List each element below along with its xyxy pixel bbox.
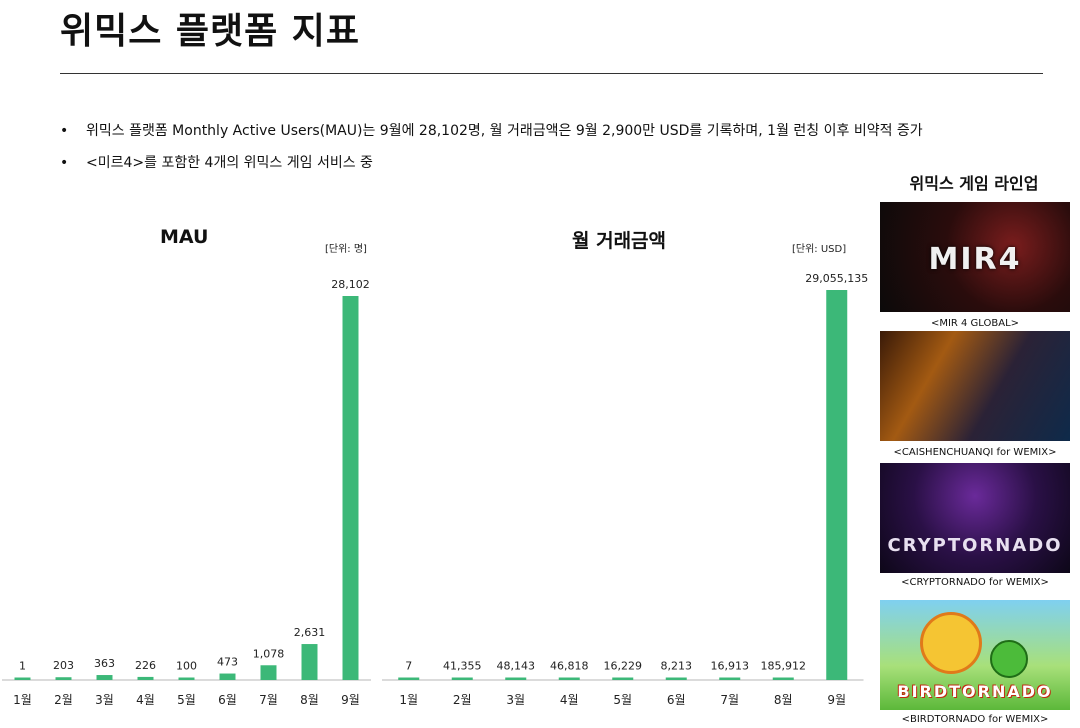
- bar-6월: [219, 673, 236, 680]
- bar-3월: [505, 677, 527, 680]
- mau-unit-label: [단위: 명]: [325, 244, 367, 255]
- data-label: 8,213: [661, 660, 693, 673]
- mir4-banner-icon: MIR4: [880, 202, 1070, 312]
- bullet-item: <미르4>를 포함한 4개의 위믹스 게임 서비스 중: [60, 152, 923, 184]
- category-label: 7월: [720, 693, 739, 707]
- birdtornado-logo: BIRDTORNADO: [897, 682, 1053, 701]
- birdtornado-caption: <BIRDTORNADO for WEMIX>: [901, 714, 1049, 725]
- data-label: 7: [405, 660, 412, 673]
- category-label: 6월: [218, 693, 237, 707]
- bar-8월: [772, 677, 794, 680]
- cryptornado-logo: CRYPTORNADO: [887, 535, 1063, 556]
- category-label: 3월: [506, 693, 525, 707]
- transaction-chart-title: 월 거래금액: [572, 230, 667, 252]
- category-label: 7월: [259, 693, 278, 707]
- data-label: 1: [19, 660, 26, 673]
- category-label: 8월: [300, 693, 319, 707]
- data-label: 48,143: [497, 660, 536, 673]
- category-label: 4월: [560, 693, 579, 707]
- data-label: 29,055,135: [805, 272, 868, 285]
- category-label: 2월: [453, 693, 472, 707]
- category-label: 6월: [667, 693, 686, 707]
- bar-1월: [14, 677, 31, 680]
- bar-3월: [96, 675, 113, 680]
- data-label: 100: [176, 660, 197, 673]
- data-label: 46,818: [550, 660, 589, 673]
- bar-6월: [665, 677, 687, 680]
- bar-4월: [558, 677, 580, 680]
- category-label: 5월: [177, 693, 196, 707]
- transaction-bar-chart: 7 1월 41,355 2월 48,143 3월 46,818 4월 16,229 5월 8,213…: [382, 272, 868, 707]
- category-label: 9월: [827, 693, 846, 707]
- bar-1월: [398, 677, 420, 680]
- green-bird-icon: [990, 640, 1028, 678]
- category-label: 3월: [95, 693, 114, 707]
- summary-bullets: 위믹스 플랫폼 Monthly Active Users(MAU)는 9월에 2…: [60, 120, 923, 184]
- data-label: 1,078: [253, 647, 285, 660]
- birdtornado-banner-icon: BIRDTORNADO: [880, 600, 1070, 710]
- bar-5월: [178, 677, 195, 680]
- mir4-caption: <MIR 4 GLOBAL>: [930, 318, 1020, 329]
- cryptornado-banner-icon: CRYPTORNADO: [880, 463, 1070, 573]
- data-label: 2,631: [294, 626, 326, 639]
- bar-8월: [301, 644, 318, 680]
- cryptornado-caption: <CRYPTORNADO for WEMIX>: [901, 577, 1049, 588]
- data-label: 363: [94, 657, 115, 670]
- lineup-title: 위믹스 게임 라인업: [909, 174, 1039, 193]
- bar-9월: [826, 290, 848, 680]
- data-label: 185,912: [761, 660, 807, 673]
- category-label: 8월: [774, 693, 793, 707]
- mau-chart-title: MAU: [160, 226, 209, 248]
- caishenchuanqi-banner-icon: [880, 331, 1070, 441]
- title-divider: [60, 73, 1043, 74]
- data-label: 28,102: [331, 278, 370, 291]
- category-label: 1월: [399, 693, 418, 707]
- bullet-item: 위믹스 플랫폼 Monthly Active Users(MAU)는 9월에 2…: [60, 120, 923, 152]
- data-label: 473: [217, 656, 238, 669]
- mir4-logo: MIR4: [928, 242, 1022, 277]
- bird-character-icon: [920, 612, 982, 674]
- data-label: 41,355: [443, 660, 482, 673]
- data-label: 16,229: [604, 660, 643, 673]
- page-title: 위믹스 플랫폼 지표: [60, 11, 361, 52]
- data-label: 226: [135, 659, 156, 672]
- bar-2월: [451, 677, 473, 680]
- category-label: 4월: [136, 693, 155, 707]
- category-label: 1월: [13, 693, 32, 707]
- bar-9월: [342, 296, 359, 680]
- category-label: 2월: [54, 693, 73, 707]
- bar-7월: [260, 665, 277, 680]
- bar-2월: [55, 677, 72, 680]
- transaction-unit-label: [단위: USD]: [792, 244, 847, 255]
- category-label: 9월: [341, 693, 360, 707]
- bar-7월: [719, 677, 741, 680]
- data-label: 16,913: [711, 660, 750, 673]
- bar-4월: [137, 676, 154, 680]
- caishenchuanqi-caption: <CAISHENCHUANQI for WEMIX>: [893, 447, 1057, 458]
- category-label: 5월: [613, 693, 632, 707]
- mau-bar-chart: 1 1월 203 2월 363 3월 226 4월 100 5월 473 6월 1,078 7월 2,631…: [2, 278, 371, 707]
- bar-5월: [612, 677, 634, 680]
- data-label: 203: [53, 659, 74, 672]
